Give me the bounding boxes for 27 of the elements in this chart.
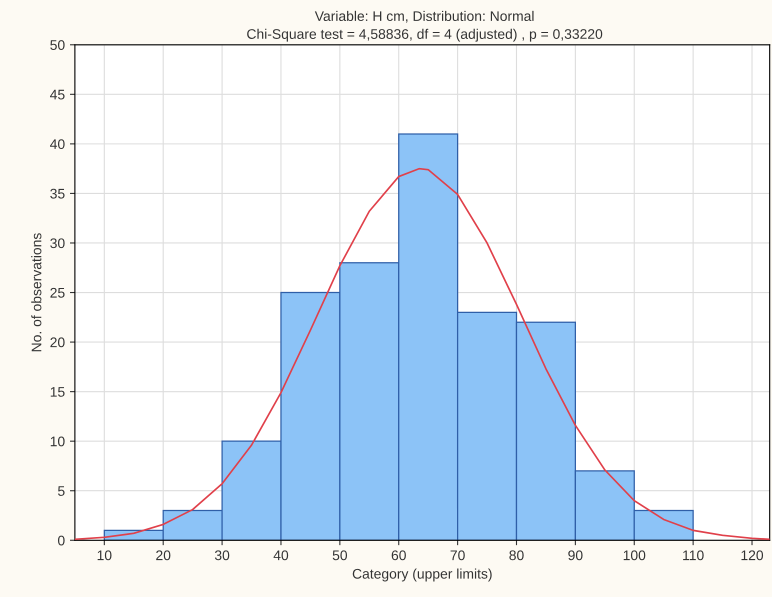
y-tick-label: 30: [50, 238, 65, 248]
y-tick-label: 50: [50, 40, 65, 50]
x-tick-label: 120: [741, 550, 764, 560]
x-tick-label: 20: [156, 550, 170, 560]
x-tick-label: 70: [450, 550, 465, 560]
y-tick-label: 10: [50, 436, 65, 446]
y-tick-label: 5: [58, 486, 65, 496]
y-tick-label: 15: [50, 387, 65, 397]
chart-title: Variable: H cm, Distribution: Normal: [314, 10, 534, 23]
y-tick-label: 35: [50, 188, 65, 199]
x-axis-title: Category (upper limits): [352, 568, 492, 582]
x-tick-label: 90: [568, 550, 583, 560]
x-tick-label: 30: [214, 550, 230, 560]
x-tick-label: 80: [509, 550, 524, 560]
y-tick-label: 40: [50, 139, 65, 150]
x-tick-label: 100: [624, 550, 646, 560]
x-tick-label: 60: [392, 550, 406, 560]
chart-subtitle: Chi-Square test = 4,58836, df = 4 (adjusted) , p = 0,33220: [247, 28, 602, 42]
y-tick-label: 25: [50, 288, 65, 298]
y-tick-label: 20: [50, 337, 65, 348]
y-tick-label: 0: [58, 536, 65, 546]
x-tick-label: 10: [98, 550, 112, 560]
x-tick-label: 110: [683, 550, 704, 560]
y-axis-title: No. of observations: [31, 233, 42, 352]
x-tick-label: 40: [274, 550, 288, 560]
x-tick-label: 50: [332, 550, 348, 560]
y-tick-label: 45: [50, 90, 65, 100]
